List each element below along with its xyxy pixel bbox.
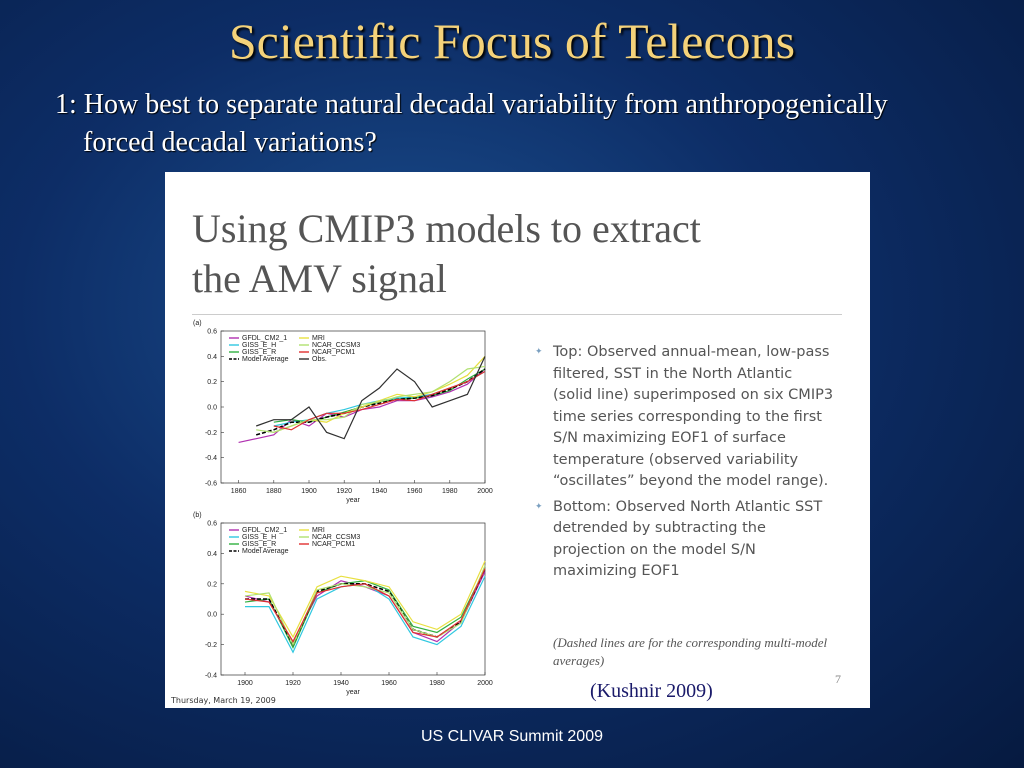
bullet: Bottom: Observed North Atlantic SST detr…: [535, 497, 835, 583]
y-tick-label: -0.2: [205, 642, 217, 649]
y-tick-label: 0.6: [207, 329, 217, 336]
panel-label: (a): [193, 320, 202, 327]
y-tick-label: 0.4: [207, 551, 217, 558]
y-tick-label: 0.0: [207, 405, 217, 412]
bullet-list: Top: Observed annual-mean, low-pass filt…: [535, 342, 835, 587]
series-line: [273, 371, 486, 431]
embedded-heading: Using CMIP3 models to extract the AMV si…: [192, 204, 701, 304]
x-tick-label: 1920: [336, 488, 352, 495]
y-tick-label: 0.2: [207, 581, 217, 588]
chart-panel: (a) -0.6 -0.4 -0.2 0.0 0.2 0.4 0.6 1860 1880 1900 1…: [187, 317, 493, 505]
x-tick-label: 1980: [442, 488, 458, 495]
x-tick-label: 1900: [237, 680, 253, 687]
x-tick-label: 1960: [381, 680, 397, 687]
x-tick-label: 1940: [333, 680, 349, 687]
legend-label: GISS_E_H: [242, 342, 276, 349]
x-axis-label: year: [346, 497, 360, 504]
heading-line: Using CMIP3 models to extract: [192, 206, 701, 251]
y-tick-label: -0.4: [205, 455, 217, 462]
heading-line: the AMV signal: [192, 256, 447, 301]
legend-label: NCAR_PCM1: [312, 541, 355, 548]
rule: [192, 314, 842, 315]
x-axis-label: year: [346, 689, 360, 696]
legend-label: GISS_E_R: [242, 349, 276, 356]
series-line: [244, 568, 486, 643]
y-tick-label: -0.4: [205, 673, 217, 680]
x-tick-label: 1940: [372, 488, 388, 495]
legend-label: NCAR_PCM1: [312, 349, 355, 356]
x-tick-label: 1860: [231, 488, 247, 495]
y-tick-label: 0.6: [207, 521, 217, 528]
legend-label: MRI: [312, 335, 325, 342]
x-tick-label: 1880: [266, 488, 282, 495]
series-line: [256, 365, 486, 433]
y-tick-label: 0.0: [207, 612, 217, 619]
x-tick-label: 2000: [477, 488, 493, 495]
series-line: [255, 356, 486, 440]
panel-label: (b): [193, 512, 202, 519]
series-line: [244, 560, 486, 639]
slide-title: Scientific Focus of Telecons: [228, 13, 796, 69]
y-tick-label: 0.2: [207, 379, 217, 386]
legend-label: GFDL_CM2_1: [242, 527, 287, 534]
x-tick-label: 1980: [429, 680, 445, 687]
plot-frame: [220, 522, 486, 676]
chart-panel: (b) -0.4 -0.2 0.0 0.2 0.4 0.6 1900 1920 1940 1960 1…: [187, 509, 493, 697]
legend-label: NCAR_CCSM3: [312, 534, 360, 541]
y-tick-label: -0.2: [205, 430, 217, 437]
legend-label: Obs.: [312, 356, 327, 363]
legend-label: GISS_E_R: [242, 541, 276, 548]
embedded-slide: Using CMIP3 models to extract the AMV si…: [165, 172, 870, 708]
legend-label: MRI: [312, 527, 325, 534]
note: (Dashed lines are for the corresponding …: [553, 635, 828, 668]
x-tick-label: 2000: [477, 680, 493, 687]
bullet: Top: Observed annual-mean, low-pass filt…: [535, 342, 835, 493]
x-tick-label: 1920: [285, 680, 301, 687]
legend-label: Model Average: [242, 548, 289, 555]
question: 1: How best to separate natural decadal …: [55, 89, 888, 158]
legend-label: NCAR_CCSM3: [312, 342, 360, 349]
legend-label: Model Average: [242, 356, 289, 363]
legend-label: GISS_E_H: [242, 534, 276, 541]
x-tick-label: 1960: [407, 488, 423, 495]
page-number: 7: [835, 672, 841, 686]
date-stamp: Thursday, March 19, 2009: [171, 696, 276, 705]
citation: (Kushnir 2009): [590, 680, 713, 702]
x-tick-label: 1900: [301, 488, 317, 495]
y-tick-label: -0.6: [205, 481, 217, 488]
legend-label: GFDL_CM2_1: [242, 335, 287, 342]
y-tick-label: 0.4: [207, 354, 217, 361]
footer: US CLIVAR Summit 2009: [421, 728, 603, 745]
panel-bg: [187, 509, 493, 697]
